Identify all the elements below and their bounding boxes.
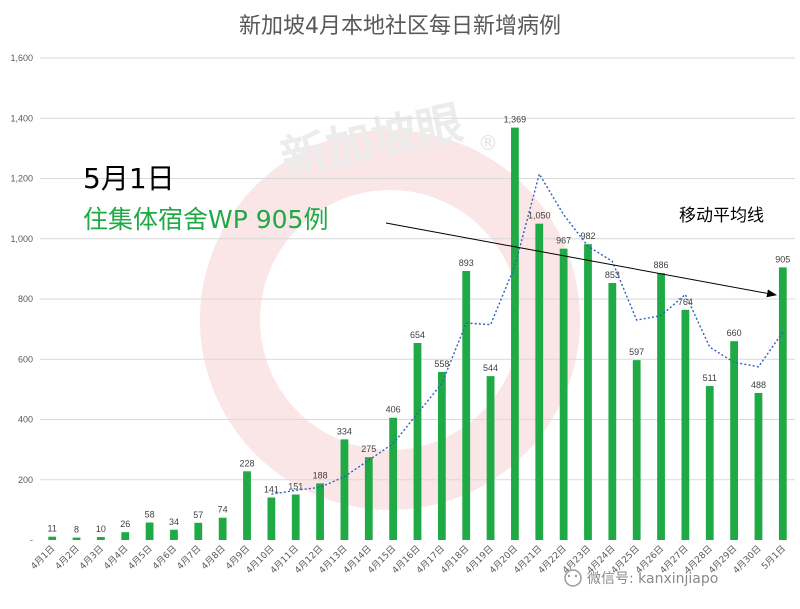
data-label: 58: [145, 510, 155, 520]
wechat-icon: [564, 569, 582, 587]
bar: [389, 417, 398, 540]
footer-text: 微信号: kanxinjiapo: [587, 571, 718, 587]
data-labels: 11 8 10 26 58 34 57 74 228 141 151 188 334 275 406 654 5…: [48, 115, 791, 535]
bar: [657, 273, 665, 540]
bar: [584, 244, 592, 541]
y-tick-label: -: [30, 535, 33, 545]
data-label: 982: [580, 231, 595, 241]
annotation-date: 5月1日: [83, 162, 175, 195]
bar: [632, 360, 641, 540]
y-tick-label: 600: [18, 354, 33, 364]
data-label: 1,369: [504, 115, 527, 125]
moving-average-line: [271, 172, 784, 495]
data-label: 905: [775, 254, 790, 264]
data-label: 654: [410, 330, 425, 340]
data-label: 893: [459, 258, 474, 268]
data-label: 1,050: [528, 211, 551, 221]
x-tick-label: 4月2日: [53, 543, 82, 572]
data-label: 511: [703, 373, 717, 383]
bar: [72, 537, 81, 540]
bar: [437, 371, 446, 540]
y-tick-label: 1,200: [10, 174, 33, 184]
bar: [778, 267, 787, 540]
bar: [608, 283, 617, 540]
data-label: 57: [193, 510, 203, 520]
data-label: 488: [751, 380, 766, 390]
bar: [705, 386, 714, 540]
x-tick-label: 5月1日: [759, 543, 788, 572]
data-label: 597: [629, 347, 644, 357]
x-tick-label: 4月4日: [102, 543, 131, 572]
data-label: 334: [337, 426, 352, 436]
bar: [243, 471, 251, 540]
data-label: 228: [240, 458, 255, 468]
data-label: 26: [120, 519, 130, 529]
y-tick-label: 200: [18, 475, 33, 485]
data-label: 886: [654, 260, 669, 270]
data-label: 34: [169, 517, 179, 527]
bar: [340, 439, 349, 540]
data-label: 11: [48, 524, 57, 534]
watermark-registered-mark: ®: [478, 131, 498, 155]
x-tick-label: 4月5日: [126, 543, 155, 572]
data-label: 406: [386, 405, 401, 415]
bar: [121, 532, 130, 540]
data-label: 151: [288, 482, 303, 492]
data-label: 558: [434, 359, 449, 369]
bar: [170, 529, 178, 540]
y-tick-label: 1,600: [10, 53, 33, 63]
footer: 微信号: kanxinjiapo: [564, 569, 718, 587]
y-tick-label: 800: [18, 294, 33, 304]
bar: [754, 392, 763, 540]
x-tick-label: 4月3日: [77, 543, 106, 572]
data-label: 853: [605, 270, 620, 280]
y-tick-label: 1,400: [10, 113, 33, 123]
x-tick-label: 4月1日: [29, 543, 58, 572]
data-label: 10: [96, 524, 106, 534]
data-label: 764: [678, 297, 693, 307]
bar: [462, 270, 471, 540]
bar: [511, 127, 519, 541]
data-label: 967: [556, 236, 571, 246]
bar: [267, 497, 276, 540]
bar: [316, 483, 324, 540]
y-tick-label: 1,000: [10, 234, 33, 244]
bar: [730, 341, 739, 540]
data-label: 275: [361, 444, 376, 454]
x-tick-label: 4月8日: [199, 543, 228, 572]
x-tick-label: 4月6日: [150, 543, 179, 572]
bar: [96, 536, 105, 540]
x-tick-label: 4月7日: [175, 543, 204, 572]
data-label: 141: [264, 485, 279, 495]
data-label: 544: [483, 363, 498, 373]
bar: [559, 248, 568, 540]
bar: [681, 309, 690, 540]
data-label: 8: [74, 525, 79, 535]
y-axis: - 200 400 600 800 1,000 1,200 1,400 1,600: [10, 53, 33, 545]
bar: [291, 494, 300, 540]
bar: [413, 342, 422, 540]
bar: [218, 517, 227, 540]
annotation-detail: 住集体宿舍WP 905例: [83, 205, 328, 234]
data-label: 660: [727, 328, 742, 338]
annotation-arrow: [385, 222, 777, 298]
chart-title: 新加坡4月本地社区每日新增病例: [239, 14, 561, 39]
bar: [364, 457, 373, 540]
bar: [145, 522, 154, 540]
y-tick-label: 400: [18, 415, 33, 425]
data-label: 74: [218, 505, 228, 515]
data-label: 188: [313, 470, 328, 480]
bar: [486, 376, 495, 540]
bars: [48, 127, 787, 541]
bar: [48, 536, 57, 540]
bar: [535, 223, 544, 540]
moving-average-label: 移动平均线: [679, 206, 764, 226]
bar: [194, 522, 203, 540]
